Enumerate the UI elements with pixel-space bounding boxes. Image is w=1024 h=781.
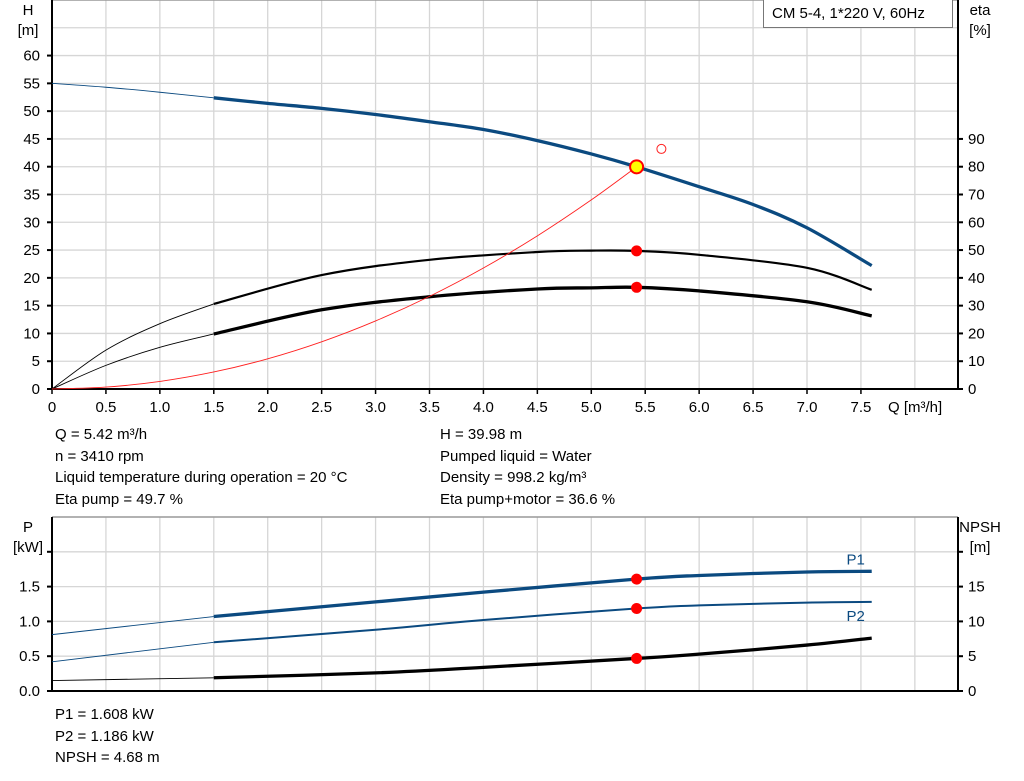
info-speed: n = 3410 rpm: [55, 447, 144, 465]
p1-curve-extension: [51, 616, 214, 636]
y-tick-label: 55: [23, 75, 40, 92]
info-p1: P1 = 1.608 kW: [55, 706, 154, 723]
operating-point: [629, 159, 645, 175]
y-tick-label: 0.0: [19, 683, 40, 700]
x-tick-label: 2.5: [311, 399, 332, 416]
x-tick-label: 2.0: [257, 399, 278, 416]
y-axis-label: [m]: [18, 22, 39, 39]
info-top-left: Q = 5.42 m³/h n = 3410 rpm Liquid temper…: [55, 424, 347, 510]
operating-point: [631, 281, 643, 293]
info-flow: Q = 5.42 m³/h: [55, 426, 148, 443]
system-curve: [51, 166, 637, 390]
x-tick-label: 6.5: [743, 399, 764, 416]
y-tick-label: 40: [23, 159, 40, 176]
info-temperature: Liquid temperature during operation = 20…: [55, 469, 348, 486]
y-tick-label: 35: [23, 187, 40, 204]
operating-point: [631, 602, 643, 614]
y-tick-label: 50: [23, 103, 40, 120]
y-tick-label: 0: [32, 381, 40, 398]
y2-tick-label: 20: [968, 325, 985, 342]
operating-point: [631, 245, 643, 257]
npsh-2-curve: [213, 636, 872, 680]
y-tick-label: 45: [23, 131, 40, 148]
y2-axis-label: eta: [970, 2, 992, 19]
y2-axis-label: NPSH: [959, 519, 1001, 536]
p2-curve-extension: [51, 641, 214, 663]
x-tick-label: 0.5: [95, 399, 116, 416]
y2-tick-label: 60: [968, 214, 985, 231]
x-tick-label: 0: [48, 399, 56, 416]
x-tick-label: 3.5: [419, 399, 440, 416]
title-box: CM 5-4, 1*220 V, 60Hz: [763, 0, 953, 28]
y2-tick-label: 0: [968, 381, 976, 398]
info-eta-pump-motor: Eta pump+motor = 36.6 %: [440, 490, 616, 508]
h-0-curve-extension: [51, 82, 214, 99]
x-axis-label: Q [m³/h]: [888, 399, 942, 416]
eta-1-curve-extension: [51, 303, 214, 390]
y2-tick-label: 10: [968, 353, 985, 370]
y2-tick-label: 5: [968, 648, 976, 665]
y-tick-label: 25: [23, 242, 40, 259]
info-head: H = 39.98 m: [440, 426, 523, 443]
info-eta-pump: Eta pump = 49.7 %: [55, 490, 183, 508]
y-axis-label: H: [23, 2, 34, 19]
x-tick-label: 7.5: [850, 399, 871, 416]
y2-axis-label: [m]: [970, 539, 991, 556]
p2-curve: [213, 600, 872, 644]
y2-tick-label: 10: [968, 613, 985, 630]
y2-axis-label: [%]: [969, 22, 991, 39]
y-axis-label: P: [23, 519, 33, 536]
y-tick-label: 1.5: [19, 579, 40, 596]
eta-2-curve-extension: [51, 333, 214, 390]
x-tick-label: 5.5: [635, 399, 656, 416]
info-top-right: H = 39.98 m Pumped liquid = Water Densit…: [440, 424, 615, 510]
x-tick-label: 4.5: [527, 399, 548, 416]
info-liquid: Pumped liquid = Water: [440, 447, 592, 465]
y2-tick-label: 70: [968, 187, 985, 204]
y-tick-label: 10: [23, 325, 40, 342]
y2-tick-label: 0: [968, 683, 976, 700]
npsh-2-curve-extension: [51, 677, 214, 682]
x-tick-label: 5.0: [581, 399, 602, 416]
x-tick-label: 1.5: [203, 399, 224, 416]
info-density: Density = 998.2 kg/m³: [440, 469, 587, 486]
y2-tick-label: 90: [968, 131, 985, 148]
y-tick-label: 0.5: [19, 648, 40, 665]
eta-2-curve: [213, 285, 873, 336]
y-tick-label: 60: [23, 48, 40, 65]
x-tick-label: 6.0: [689, 399, 710, 416]
y2-tick-label: 30: [968, 298, 985, 315]
y-tick-label: 1.0: [19, 613, 40, 630]
y-axis-label: [kW]: [13, 539, 43, 556]
x-tick-label: 7.0: [797, 399, 818, 416]
info-bottom: P1 = 1.608 kW P2 = 1.186 kW NPSH = 4.68 …: [55, 704, 160, 769]
y-tick-label: 30: [23, 214, 40, 231]
y-tick-label: 20: [23, 270, 40, 287]
x-tick-label: 4.0: [473, 399, 494, 416]
y-tick-label: 15: [23, 298, 40, 315]
y2-tick-label: 80: [968, 159, 985, 176]
operating-point: [631, 652, 643, 664]
info-npsh: NPSH = 4.68 m: [55, 749, 160, 766]
eta-1-curve: [213, 249, 873, 306]
p1-curve: [213, 569, 872, 619]
x-tick-label: 1.0: [149, 399, 170, 416]
operating-point: [631, 573, 643, 585]
info-p2: P2 = 1.186 kW: [55, 727, 154, 745]
x-tick-label: 3.0: [365, 399, 386, 416]
y-tick-label: 5: [32, 353, 40, 370]
open-marker: [656, 143, 667, 154]
y2-tick-label: 50: [968, 242, 985, 259]
y2-tick-label: 15: [968, 579, 985, 596]
h-0-curve: [213, 96, 873, 268]
series-label-p1: P1: [847, 551, 865, 568]
series-label-p2: P2: [847, 608, 865, 625]
y2-tick-label: 40: [968, 270, 985, 287]
